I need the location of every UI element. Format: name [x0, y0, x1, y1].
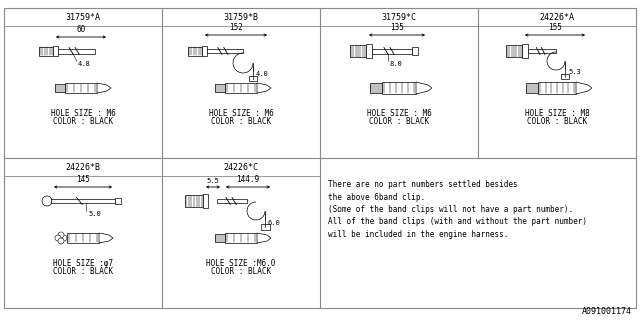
Text: HOLE SIZE : M6: HOLE SIZE : M6 [209, 108, 273, 117]
Text: 152: 152 [229, 23, 243, 32]
Circle shape [58, 238, 64, 244]
Text: 135: 135 [390, 23, 404, 32]
Polygon shape [99, 233, 113, 243]
Text: 6.0: 6.0 [268, 220, 281, 226]
Bar [506, 45, 522, 57]
Text: the above 6band clip.: the above 6band clip. [328, 193, 425, 202]
Text: COLOR : BLACK: COLOR : BLACK [53, 116, 113, 125]
Text: There are no part numbers settled besides: There are no part numbers settled beside… [328, 180, 518, 189]
Text: 31759*A: 31759*A [65, 12, 100, 21]
Bar [382, 82, 416, 94]
Bar [249, 76, 257, 81]
Bar [225, 83, 257, 93]
Bar [366, 44, 372, 58]
Polygon shape [257, 83, 271, 93]
Text: All of the band clips (with and without the part number): All of the band clips (with and without … [328, 218, 587, 227]
Polygon shape [576, 82, 592, 94]
Text: will be included in the engine harness.: will be included in the engine harness. [328, 230, 508, 239]
Bar [202, 46, 207, 56]
Polygon shape [97, 83, 111, 93]
Bar [215, 84, 225, 92]
Text: COLOR : BLACK: COLOR : BLACK [53, 267, 113, 276]
Text: 8.0: 8.0 [390, 61, 403, 67]
Bar [185, 195, 203, 207]
Text: 24226*C: 24226*C [223, 163, 259, 172]
Bar [372, 49, 412, 53]
Circle shape [58, 232, 64, 238]
Text: COLOR : BLACK: COLOR : BLACK [211, 116, 271, 125]
Text: HOLE SIZE : M6: HOLE SIZE : M6 [51, 108, 115, 117]
Polygon shape [416, 82, 432, 94]
Bar [55, 84, 65, 92]
Bar [207, 49, 243, 53]
Text: 5.5: 5.5 [207, 178, 220, 184]
Text: 5.3: 5.3 [568, 69, 580, 75]
Text: 60: 60 [76, 25, 86, 34]
Bar [217, 199, 247, 203]
Text: 31759*C: 31759*C [381, 12, 417, 21]
Text: A091001174: A091001174 [582, 307, 632, 316]
Bar [561, 74, 569, 79]
Bar [188, 46, 202, 55]
Bar [215, 234, 225, 242]
Text: HOLE SIZE : M6: HOLE SIZE : M6 [367, 108, 431, 117]
Bar [58, 49, 95, 53]
Bar [67, 233, 99, 243]
Text: (Some of the band clips will not have a part number).: (Some of the band clips will not have a … [328, 205, 573, 214]
Text: 31759*B: 31759*B [223, 12, 259, 21]
Bar [526, 83, 538, 93]
Text: HOLE SIZE : M8: HOLE SIZE : M8 [525, 108, 589, 117]
Text: HOLE SIZE :M6.0: HOLE SIZE :M6.0 [206, 259, 276, 268]
Text: 155: 155 [548, 23, 562, 32]
Bar [522, 44, 528, 58]
Bar [53, 46, 58, 56]
Polygon shape [257, 233, 271, 243]
Bar [370, 83, 382, 93]
Text: 24226*B: 24226*B [65, 163, 100, 172]
Text: 4.8: 4.8 [78, 61, 90, 67]
Text: COLOR : BLACK: COLOR : BLACK [369, 116, 429, 125]
Text: COLOR : BLACK: COLOR : BLACK [527, 116, 587, 125]
Bar [528, 49, 556, 53]
Text: COLOR : BLACK: COLOR : BLACK [211, 267, 271, 276]
Bar [203, 194, 208, 208]
Text: 144.9: 144.9 [236, 175, 260, 184]
Bar [412, 47, 418, 55]
Circle shape [42, 196, 52, 206]
Bar [51, 199, 115, 203]
Bar [225, 233, 257, 243]
Bar [65, 83, 97, 93]
Circle shape [55, 235, 61, 241]
Circle shape [61, 235, 67, 241]
Bar [39, 46, 53, 55]
Bar [538, 82, 576, 94]
Text: 24226*A: 24226*A [540, 12, 575, 21]
Text: 145: 145 [76, 175, 90, 184]
Text: HOLE SIZE :φ7: HOLE SIZE :φ7 [53, 259, 113, 268]
Text: 4.0: 4.0 [256, 71, 269, 77]
Bar [115, 198, 121, 204]
Text: 5.0: 5.0 [88, 211, 101, 217]
Bar [350, 45, 366, 57]
Bar [261, 224, 270, 230]
